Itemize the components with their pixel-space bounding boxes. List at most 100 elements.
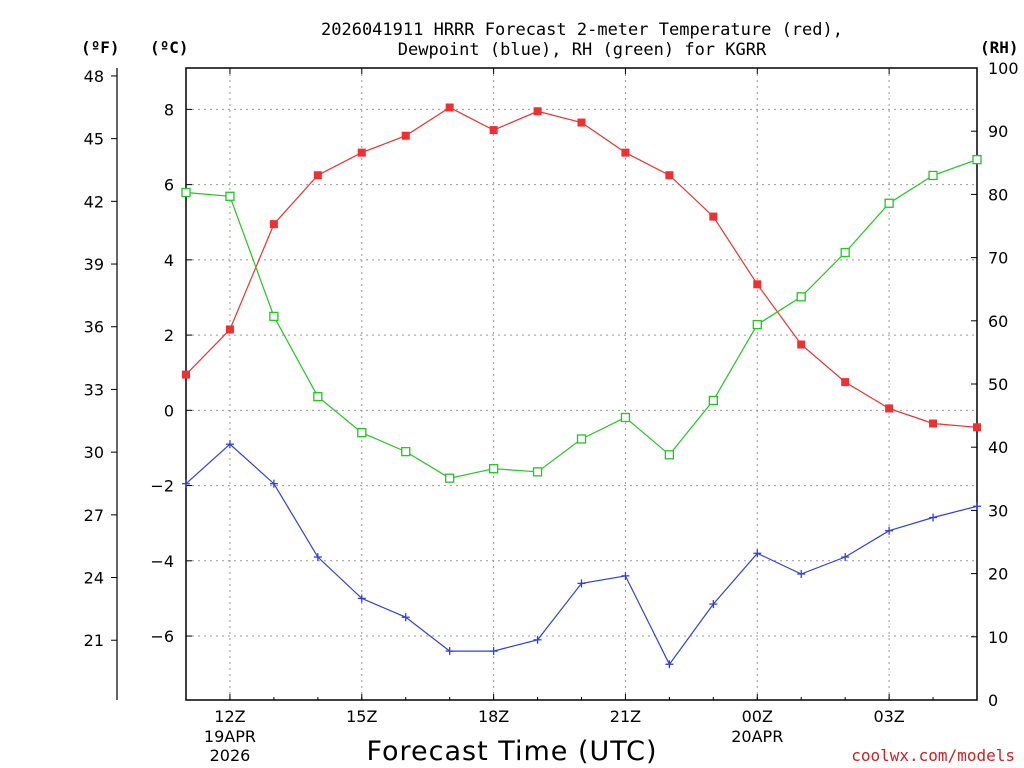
fahrenheit-tick-label: 33 xyxy=(84,380,104,399)
rh-point xyxy=(752,319,762,330)
x-tick-label: 18Z xyxy=(478,707,509,726)
temperature-point xyxy=(577,118,586,127)
series-dewpoint xyxy=(182,440,981,669)
rh-tick-label: 0 xyxy=(988,691,998,710)
rh-point xyxy=(972,154,982,165)
fahrenheit-tick-label: 42 xyxy=(84,192,104,211)
dewpoint-point xyxy=(357,594,366,603)
rh-point xyxy=(445,473,455,483)
x-tick-date-label: 19APR xyxy=(204,727,256,746)
temperature-point xyxy=(489,126,498,135)
celsius-tick-label: 2 xyxy=(164,326,174,345)
dewpoint-point xyxy=(577,579,586,588)
rh-tick-label: 80 xyxy=(988,185,1008,204)
temperature-point xyxy=(973,423,981,432)
rh-point xyxy=(928,170,938,181)
x-tick-label: 03Z xyxy=(873,707,904,726)
rh-point xyxy=(532,467,543,477)
chart-title-line-1: 2026041911 HRRR Forecast 2-meter Tempera… xyxy=(321,20,843,40)
celsius-tick-label: 0 xyxy=(164,401,174,420)
dewpoint-point xyxy=(225,440,234,449)
dewpoint-point xyxy=(797,569,806,578)
x-tick-label: 15Z xyxy=(346,707,377,726)
series-layer xyxy=(181,103,982,669)
rh-point xyxy=(357,428,367,438)
dewpoint-point xyxy=(753,549,762,558)
temperature-point xyxy=(445,103,454,112)
fahrenheit-tick-label: 30 xyxy=(84,443,104,462)
temperature-point xyxy=(225,325,234,334)
fahrenheit-tick-label: 48 xyxy=(84,67,104,86)
temperature-point xyxy=(885,404,894,413)
celsius-unit-label: (ºC) xyxy=(150,38,189,57)
celsius-tick-label: −2 xyxy=(150,477,174,496)
fahrenheit-tick-label: 24 xyxy=(84,569,104,588)
rh-tick-label: 70 xyxy=(988,249,1008,268)
dewpoint-point xyxy=(445,647,454,656)
rh-point xyxy=(884,198,894,208)
series-temperature xyxy=(182,103,981,432)
celsius-tick-label: 6 xyxy=(164,176,174,195)
x-tick-label: 00Z xyxy=(742,707,773,726)
rh-point xyxy=(840,247,850,258)
dewpoint-point xyxy=(885,526,894,535)
x-tick-label: 12Z xyxy=(214,707,245,726)
dewpoint-point xyxy=(665,660,674,669)
dewpoint-point xyxy=(973,502,981,511)
temperature-point xyxy=(709,212,718,221)
rh-point xyxy=(576,434,587,444)
rh-point xyxy=(488,464,499,474)
rh-point xyxy=(796,292,806,302)
rh-point xyxy=(313,391,323,402)
fahrenheit-tick-label: 39 xyxy=(84,255,104,274)
fahrenheit-tick-label: 21 xyxy=(84,631,104,650)
dewpoint-point xyxy=(841,553,850,562)
x-tick-year-label: 2026 xyxy=(210,746,251,765)
rh-line xyxy=(185,159,978,479)
rh-point xyxy=(225,191,235,201)
celsius-tick-label: −4 xyxy=(150,552,174,571)
rh-tick-label: 60 xyxy=(988,312,1008,331)
temperature-point xyxy=(269,220,278,229)
temperature-point xyxy=(797,340,806,349)
celsius-tick-label: 8 xyxy=(164,100,174,119)
dewpoint-point xyxy=(313,553,322,562)
temperature-point xyxy=(357,148,366,157)
fahrenheit-tick-label: 45 xyxy=(84,130,104,149)
rh-point xyxy=(269,311,279,322)
rh-point xyxy=(664,450,675,460)
rh-tick-label: 20 xyxy=(988,565,1008,584)
chart-title-line-2: Dewpoint (blue), RH (green) for KGRR xyxy=(398,40,767,60)
temperature-point xyxy=(313,171,322,180)
temperature-point xyxy=(753,280,762,289)
fahrenheit-tick-label: 27 xyxy=(84,506,104,525)
rh-tick-label: 100 xyxy=(988,59,1019,78)
temperature-point xyxy=(182,370,190,379)
fahrenheit-unit-label: (ºF) xyxy=(81,38,120,57)
credit-text: coolwx.com/models xyxy=(851,746,1015,765)
rh-tick-label: 90 xyxy=(988,122,1008,141)
temperature-point xyxy=(929,419,938,428)
temperature-point xyxy=(665,171,674,180)
fahrenheit-tick-label: 36 xyxy=(84,318,104,337)
dewpoint-point xyxy=(269,479,278,488)
dewpoint-point xyxy=(709,600,718,609)
dewpoint-point xyxy=(182,479,190,488)
dewpoint-point xyxy=(489,647,498,656)
rh-point xyxy=(620,412,631,423)
dewpoint-point xyxy=(533,635,542,644)
dewpoint-point xyxy=(929,513,938,522)
temperature-point xyxy=(533,107,542,116)
x-tick-date-label: 20APR xyxy=(731,727,783,746)
gridlines xyxy=(186,68,977,700)
plot-frame xyxy=(185,67,978,701)
rh-tick-label: 40 xyxy=(988,438,1008,457)
celsius-tick-label: −6 xyxy=(150,627,174,646)
series-rh xyxy=(181,154,982,483)
rh-point xyxy=(708,395,718,406)
celsius-tick-label: 4 xyxy=(164,251,174,270)
dewpoint-point xyxy=(401,613,410,622)
rh-tick-label: 50 xyxy=(988,375,1008,394)
